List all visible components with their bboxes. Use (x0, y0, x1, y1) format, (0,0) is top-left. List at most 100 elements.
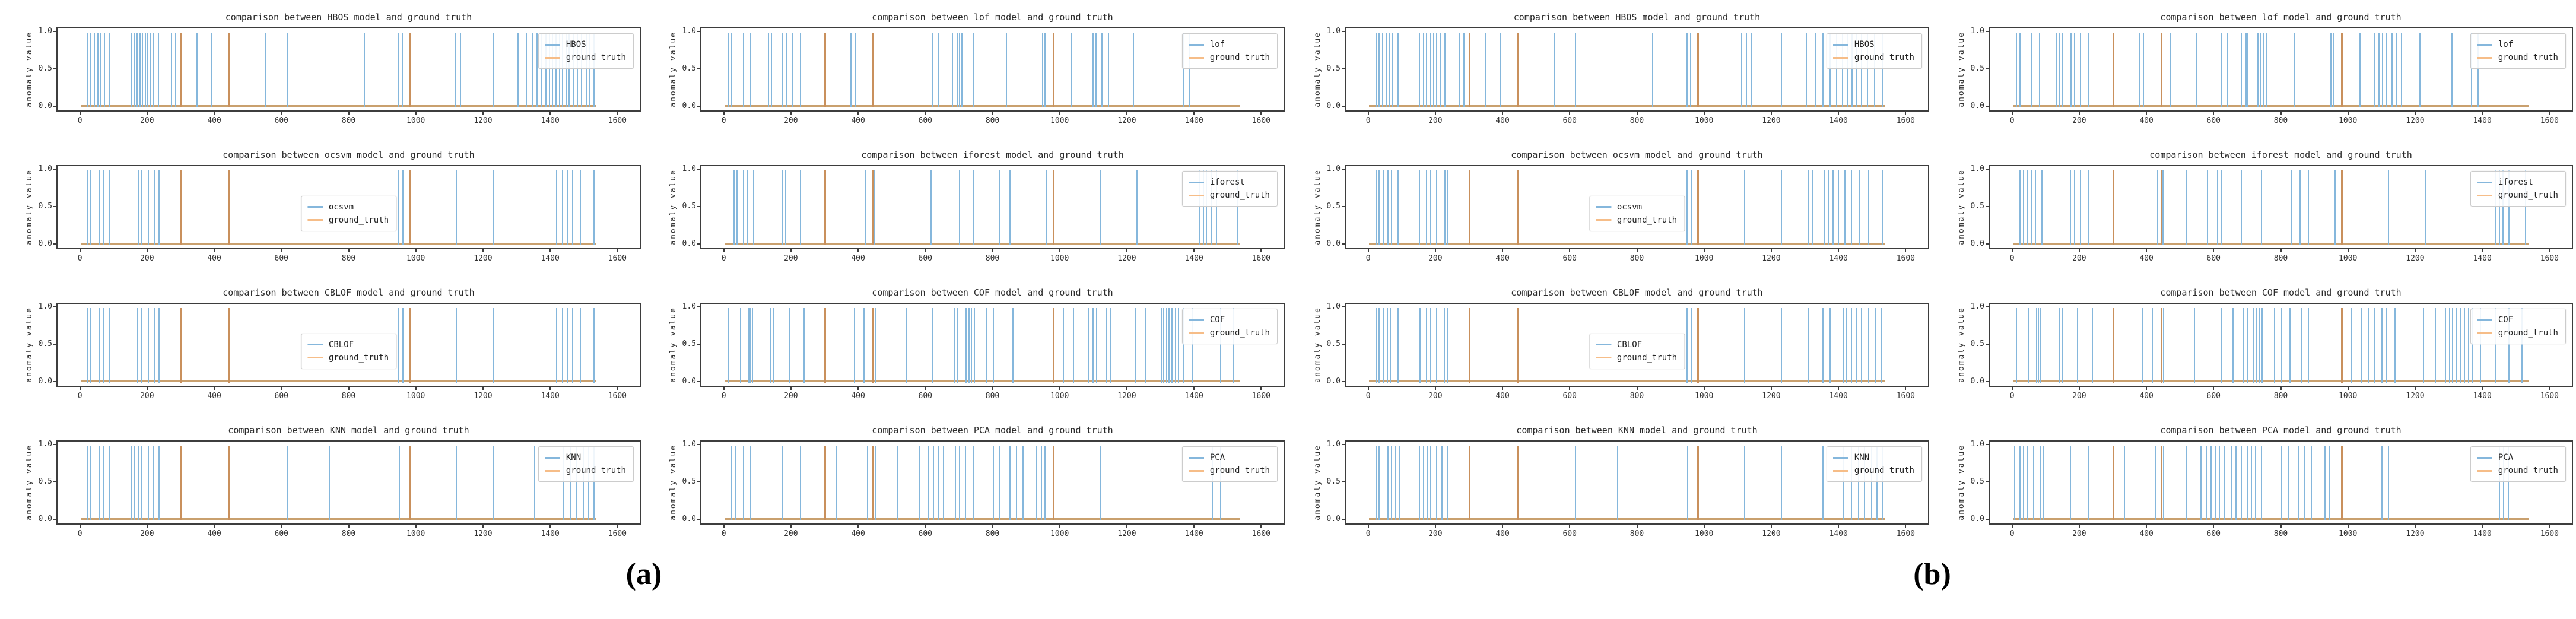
model-spike (955, 446, 957, 520)
x-tick-label: 1000 (406, 392, 425, 401)
model-spike (2468, 308, 2470, 383)
model-spike (2214, 446, 2216, 520)
legend-model-swatch (2476, 181, 2492, 183)
x-tick-label: 200 (140, 392, 154, 401)
model-spike (2156, 170, 2158, 245)
model-spike (1419, 308, 1421, 383)
model-spike (1178, 308, 1180, 383)
model-spike (2245, 33, 2247, 107)
model-spike (1418, 446, 1420, 520)
model-spike (2043, 446, 2045, 520)
x-tick-label: 1600 (2540, 254, 2559, 263)
model-spike (1851, 446, 1853, 520)
model-spike (1233, 308, 1235, 383)
model-spike (401, 33, 403, 107)
legend-model-swatch (2476, 456, 2492, 459)
model-spike (1828, 170, 1829, 245)
model-spike (771, 33, 773, 107)
model-spike (2508, 308, 2510, 383)
model-spike (1389, 33, 1390, 107)
x-tick-mark (1703, 387, 1705, 390)
x-tick-mark (2213, 525, 2215, 528)
y-tick-mark (53, 481, 56, 482)
x-tick-label: 0 (2009, 254, 2015, 263)
model-spike (90, 33, 92, 107)
x-tick-label: 1000 (2339, 254, 2358, 263)
truth-spike (1516, 446, 1519, 520)
legend-model-row: KNN (1832, 451, 1914, 464)
x-tick-label: 600 (918, 392, 933, 401)
y-tick-label: 0.5 (1326, 339, 1341, 348)
y-tick-label: 1.0 (1970, 27, 1984, 36)
model-spike (1145, 308, 1146, 383)
model-spike (2254, 446, 2256, 520)
plot-area: lof ground_truth (700, 27, 1285, 112)
y-tick-mark (1986, 31, 1989, 32)
legend: KNN ground_truth (1826, 446, 1922, 482)
subplot-b-hbos: comparison between HBOS model and ground… (1288, 0, 1932, 138)
model-spike (109, 170, 111, 245)
model-spike (954, 308, 955, 383)
y-tick-label: 0.0 (1326, 515, 1341, 523)
x-tick-mark (281, 387, 282, 390)
x-tick-label: 400 (2139, 392, 2153, 401)
y-tick-label: 1.0 (38, 27, 52, 36)
model-spike (1211, 446, 1213, 520)
model-spike (2257, 33, 2259, 107)
x-tick-mark (348, 112, 350, 115)
y-axis-label: anomaly value (669, 440, 678, 525)
y-tick-mark (1342, 31, 1345, 32)
panel-a-grid: comparison between HBOS model and ground… (0, 0, 1288, 551)
truth-baseline (81, 380, 596, 382)
subplot-b-cblof: comparison between CBLOF model and groun… (1288, 275, 1932, 413)
x-tick-mark (857, 525, 859, 528)
x-tick-mark (482, 387, 484, 390)
model-spike (1871, 446, 1873, 520)
legend-model-swatch (1188, 43, 1204, 46)
model-spike (1182, 33, 1184, 107)
legend-ground-truth-row: ground_truth (544, 51, 626, 64)
subplot-b-ocsvm: comparison between ocsvm model and groun… (1288, 138, 1932, 275)
model-spike (1829, 33, 1831, 107)
truth-spike (180, 33, 183, 107)
x-tick-label: 1400 (1829, 254, 1848, 263)
legend-model-row: iforest (2476, 176, 2558, 189)
y-tick-mark (1986, 169, 1989, 170)
legend-ground-truth-swatch (307, 219, 323, 221)
model-spike (99, 308, 101, 383)
x-tick-mark (2213, 112, 2215, 115)
y-axis-label-text: anomaly value (669, 169, 678, 245)
legend-model-row: PCA (2476, 451, 2558, 464)
model-spike (565, 33, 567, 107)
x-tick-label: 600 (1562, 116, 1577, 125)
model-spike (1873, 33, 1875, 107)
x-tick-mark (1905, 249, 1907, 252)
model-spike (2288, 446, 2289, 520)
truth-spike (1697, 170, 1699, 245)
x-tick-label: 400 (851, 116, 865, 125)
truth-spike (1052, 308, 1054, 383)
model-spike (992, 308, 994, 383)
legend-model-label: COF (2498, 315, 2514, 325)
truth-spike (2340, 446, 2343, 520)
legend-ground-truth-label: ground_truth (2498, 466, 2558, 475)
model-spike (402, 308, 404, 383)
model-spike (1686, 308, 1688, 383)
model-spike (2143, 33, 2145, 107)
model-spike (1447, 170, 1449, 245)
model-spike (2019, 446, 2021, 520)
x-tick-mark (482, 112, 484, 115)
model-spike (1851, 308, 1853, 383)
x-tick-label: 0 (77, 254, 82, 263)
y-tick-mark (1342, 243, 1345, 245)
model-spike (103, 33, 105, 107)
x-tick-mark (1770, 387, 1772, 390)
model-spike (2263, 33, 2264, 107)
x-tick-mark (1193, 525, 1195, 528)
x-tick-mark (146, 112, 148, 115)
truth-spike (872, 170, 874, 245)
model-spike (2013, 446, 2015, 520)
model-spike (1463, 33, 1465, 107)
legend-ground-truth-swatch (1188, 194, 1204, 196)
legend-model-swatch (1188, 319, 1204, 321)
